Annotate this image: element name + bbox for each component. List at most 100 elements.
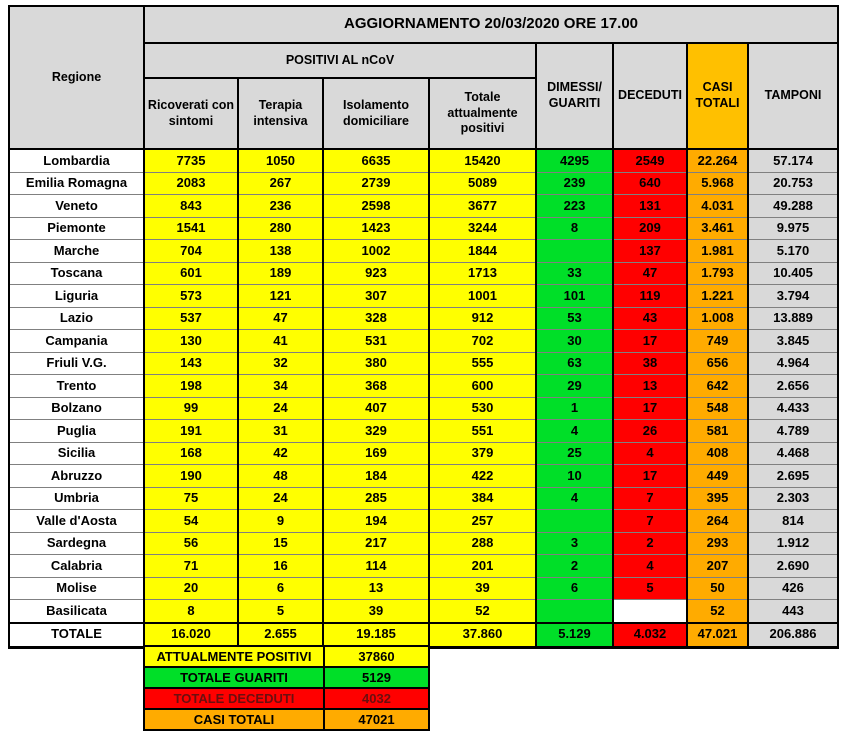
- cell-totale-positivi: 201: [428, 554, 537, 578]
- region-name: Liguria: [8, 284, 145, 308]
- cell-deceduti: 4.032: [612, 621, 688, 649]
- cell-terapia-intensiva: 31: [237, 419, 324, 443]
- cell-casi-totali: 1.008: [686, 306, 749, 330]
- cell-dimessi-guariti: 4: [535, 486, 614, 510]
- cell-casi-totali: 642: [686, 374, 749, 398]
- cell-terapia-intensiva: 34: [237, 374, 324, 398]
- cell-casi-totali: 52: [686, 599, 749, 623]
- cell-ricoverati: 16.020: [143, 621, 239, 649]
- cell-deceduti: 17: [612, 329, 688, 353]
- cell-tamponi: 13.889: [746, 306, 840, 330]
- cell-tamponi: 3.845: [746, 329, 840, 353]
- cell-deceduti: 7: [612, 509, 688, 533]
- column-header-regione: Regione: [8, 5, 145, 150]
- cell-isolamento: 307: [322, 284, 430, 308]
- region-name: Bolzano: [8, 396, 145, 420]
- column-header-totale-positivi: Totale attualmente positivi: [428, 77, 537, 150]
- cell-deceduti: 640: [612, 171, 688, 195]
- region-name: Emilia Romagna: [8, 171, 145, 195]
- region-name: Puglia: [8, 419, 145, 443]
- cell-terapia-intensiva: 280: [237, 216, 324, 240]
- cell-casi-totali: 1.221: [686, 284, 749, 308]
- cell-totale-positivi: 288: [428, 531, 537, 555]
- cell-totale-positivi: 257: [428, 509, 537, 533]
- cell-tamponi: 2.695: [746, 464, 840, 488]
- cell-casi-totali: 22.264: [686, 148, 749, 173]
- cell-isolamento: 531: [322, 329, 430, 353]
- summary-row: TOTALE DECEDUTI 4032: [143, 687, 430, 710]
- cell-ricoverati: 54: [143, 509, 239, 533]
- cell-dimessi-guariti: 223: [535, 194, 614, 218]
- cell-dimessi-guariti: 101: [535, 284, 614, 308]
- table-body: Lombardia 7735 1050 6635 15420 4295 2549 22.264…: [8, 148, 840, 623]
- cell-tamponi: 4.433: [746, 396, 840, 420]
- cell-tamponi: 9.975: [746, 216, 840, 240]
- cell-isolamento: 13: [322, 576, 430, 600]
- cell-tamponi: 57.174: [746, 148, 840, 173]
- cell-tamponi: 2.690: [746, 554, 840, 578]
- cell-terapia-intensiva: 5: [237, 599, 324, 623]
- region-name: Friuli V.G.: [8, 351, 145, 375]
- cell-ricoverati: 7735: [143, 148, 239, 173]
- cell-casi-totali: 207: [686, 554, 749, 578]
- column-header-deceduti: DECEDUTI: [612, 42, 688, 150]
- cell-terapia-intensiva: 42: [237, 441, 324, 465]
- region-name: Sicilia: [8, 441, 145, 465]
- cell-casi-totali: 395: [686, 486, 749, 510]
- cell-dimessi-guariti: [535, 599, 614, 623]
- table-row: Bolzano 99 24 407 530 1 17 548 4.433: [8, 396, 840, 420]
- cell-deceduti: 17: [612, 464, 688, 488]
- summary-label: CASI TOTALI: [143, 708, 325, 731]
- region-name: Umbria: [8, 486, 145, 510]
- cell-deceduti: 26: [612, 419, 688, 443]
- cell-ricoverati: 704: [143, 239, 239, 263]
- cell-ricoverati: 1541: [143, 216, 239, 240]
- region-name: Molise: [8, 576, 145, 600]
- cell-deceduti: 2: [612, 531, 688, 555]
- region-name: Piemonte: [8, 216, 145, 240]
- summary-row: CASI TOTALI 47021: [143, 708, 430, 731]
- table-row: Abruzzo 190 48 184 422 10 17 449 2.695: [8, 464, 840, 488]
- summary-value: 47021: [323, 708, 430, 731]
- cell-isolamento: 217: [322, 531, 430, 555]
- cell-ricoverati: 168: [143, 441, 239, 465]
- cell-terapia-intensiva: 121: [237, 284, 324, 308]
- cell-terapia-intensiva: 32: [237, 351, 324, 375]
- cell-isolamento: 2739: [322, 171, 430, 195]
- table-row: Valle d'Aosta 54 9 194 257 7 264 814: [8, 509, 840, 533]
- cell-isolamento: 6635: [322, 148, 430, 173]
- cell-isolamento: 184: [322, 464, 430, 488]
- cell-dimessi-guariti: [535, 509, 614, 533]
- region-name: Campania: [8, 329, 145, 353]
- cell-totale-positivi: 384: [428, 486, 537, 510]
- cell-dimessi-guariti: 5.129: [535, 621, 614, 649]
- cell-dimessi-guariti: 4: [535, 419, 614, 443]
- cell-deceduti: 119: [612, 284, 688, 308]
- cell-isolamento: 329: [322, 419, 430, 443]
- cell-casi-totali: 264: [686, 509, 749, 533]
- cell-deceduti: 137: [612, 239, 688, 263]
- cell-casi-totali: 1.981: [686, 239, 749, 263]
- cell-ricoverati: 601: [143, 261, 239, 285]
- cell-terapia-intensiva: 24: [237, 486, 324, 510]
- cell-dimessi-guariti: 6: [535, 576, 614, 600]
- cell-casi-totali: 408: [686, 441, 749, 465]
- column-group-positivi: POSITIVI AL nCoV: [143, 42, 537, 79]
- column-header-ricoverati: Ricoverati con sintomi: [143, 77, 239, 150]
- cell-dimessi-guariti: 10: [535, 464, 614, 488]
- cell-deceduti: 43: [612, 306, 688, 330]
- cell-dimessi-guariti: 29: [535, 374, 614, 398]
- cell-terapia-intensiva: 6: [237, 576, 324, 600]
- region-name: TOTALE: [8, 621, 145, 649]
- cell-isolamento: 169: [322, 441, 430, 465]
- summary-value: 4032: [323, 687, 430, 710]
- cell-isolamento: 2598: [322, 194, 430, 218]
- cell-terapia-intensiva: 267: [237, 171, 324, 195]
- cell-casi-totali: 449: [686, 464, 749, 488]
- cell-casi-totali: 50: [686, 576, 749, 600]
- region-name: Lombardia: [8, 148, 145, 173]
- cell-deceduti: 38: [612, 351, 688, 375]
- cell-terapia-intensiva: 16: [237, 554, 324, 578]
- region-name: Lazio: [8, 306, 145, 330]
- summary-value: 5129: [323, 666, 430, 689]
